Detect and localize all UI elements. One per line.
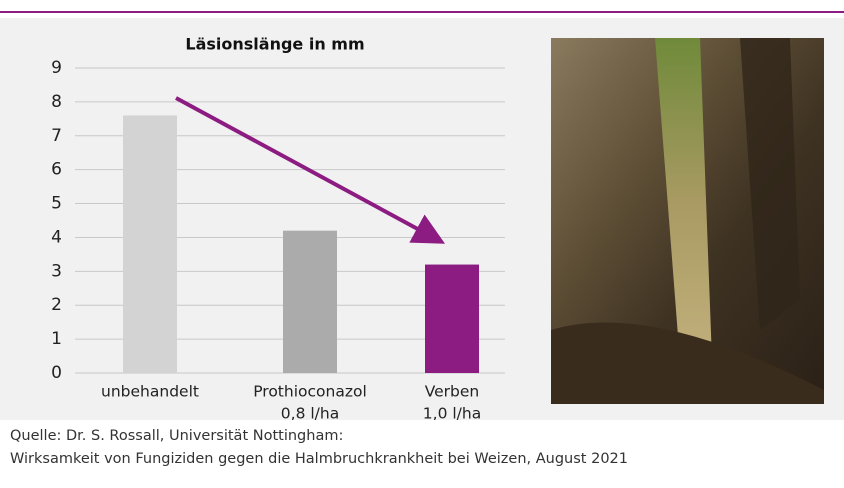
plot: 0 1 2 3 4 5 6 7 8 9 unbehandelt Prothioconazol 0,8 l… <box>51 58 505 420</box>
y-tick-label: 2 <box>51 295 62 315</box>
x-tick-label: 0,8 l/ha <box>281 405 339 421</box>
photo-soil <box>551 322 824 404</box>
x-tick-label: Verben <box>425 383 480 401</box>
bar <box>425 264 479 373</box>
y-tick-label: 5 <box>51 194 62 214</box>
y-tick-label: 8 <box>51 92 62 112</box>
y-tick-label: 1 <box>51 329 62 349</box>
y-tick-label: 4 <box>51 227 62 247</box>
y-tick-label: 3 <box>51 261 62 281</box>
x-tick-label: unbehandelt <box>101 383 199 401</box>
y-tick-label: 9 <box>51 58 62 78</box>
source-line: Wirksamkeit von Fungiziden gegen die Hal… <box>10 451 628 467</box>
y-tick-label: 0 <box>51 363 62 383</box>
bar <box>283 230 337 373</box>
chart: Läsionslänge in mm 0 1 2 3 4 5 6 7 8 9 unbehandelt… <box>0 11 844 420</box>
x-tick-label: 1,0 l/ha <box>423 405 481 421</box>
y-tick-label: 6 <box>51 160 62 180</box>
source-line: Quelle: Dr. S. Rossall, Universität Nott… <box>10 428 344 444</box>
y-tick-label: 7 <box>51 126 62 146</box>
bar <box>123 115 177 373</box>
trend-arrow <box>175 96 446 244</box>
photo-stem <box>740 38 800 330</box>
chart-title: Läsionslänge in mm <box>185 35 364 54</box>
photo-stem <box>655 38 712 362</box>
x-tick-label: Prothioconazol <box>253 383 367 401</box>
